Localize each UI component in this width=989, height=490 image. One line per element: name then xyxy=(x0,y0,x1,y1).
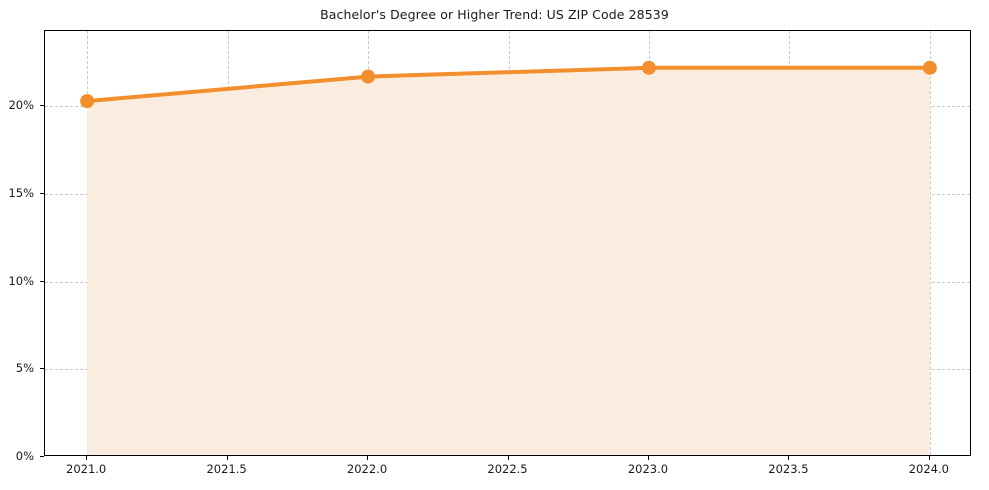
y-tick-mark-0 xyxy=(40,456,44,457)
trend-line xyxy=(85,65,932,104)
x-tick-mark-3 xyxy=(507,456,509,460)
y-tick-label-4: 20% xyxy=(8,98,34,113)
area-fill xyxy=(87,67,930,455)
data-point-2021 xyxy=(80,94,95,109)
x-tick-label-1: 2021.5 xyxy=(206,462,247,476)
y-tick-label-2: 10% xyxy=(8,273,34,288)
x-tick-mark-1 xyxy=(226,456,228,460)
y-tick-label-0: 0% xyxy=(15,449,34,463)
data-point-2022 xyxy=(361,69,376,84)
plot-area xyxy=(44,30,971,456)
x-tick-label-4: 2023.0 xyxy=(627,462,669,476)
x-tick-mark-2 xyxy=(367,456,369,460)
x-tick-mark-6 xyxy=(928,456,930,460)
x-tick-label-5: 2023.5 xyxy=(768,462,809,476)
chart-title: Bachelor's Degree or Higher Trend: US ZI… xyxy=(320,7,669,22)
data-point-markers xyxy=(80,60,937,109)
x-tick-label-0: 2021.0 xyxy=(66,462,107,476)
x-tick-mark-4 xyxy=(647,456,649,460)
line-series-bachelors-degree-or-higher xyxy=(80,60,937,455)
x-tick-label-2: 2022.0 xyxy=(346,462,388,476)
data-point-2024 xyxy=(922,60,937,75)
data-point-2023 xyxy=(641,60,656,75)
gridline-x-6 xyxy=(929,31,931,455)
x-tick-label-3: 2022.5 xyxy=(487,462,528,476)
x-tick-mark-0 xyxy=(86,456,88,460)
x-tick-label-6: 2024.0 xyxy=(908,462,949,476)
y-tick-label-1: 5% xyxy=(15,361,34,376)
y-tick-label-3: 15% xyxy=(8,186,34,201)
x-tick-mark-5 xyxy=(788,456,790,460)
